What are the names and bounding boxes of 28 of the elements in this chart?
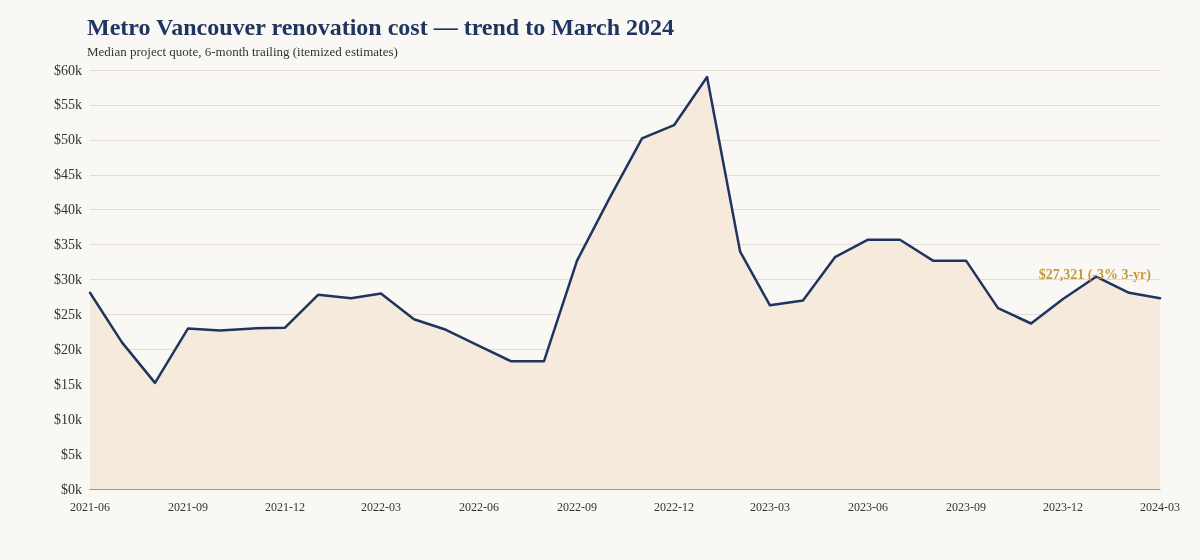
- x-tick-label: 2021-09: [168, 500, 209, 514]
- y-tick-label: $60k: [54, 62, 82, 78]
- x-tick-label: 2022-12: [654, 500, 695, 514]
- x-tick-label: 2022-06: [458, 500, 499, 514]
- y-tick-label: $10k: [54, 411, 82, 427]
- y-tick-label: $45k: [54, 167, 82, 183]
- y-tick-label: $0k: [61, 481, 82, 497]
- y-tick-label: $40k: [54, 202, 82, 218]
- x-tick-label: 2023-06: [847, 500, 888, 514]
- y-tick-label: $30k: [54, 272, 82, 287]
- y-tick-label: $15k: [54, 376, 82, 392]
- x-tick-label: 2021-06: [70, 500, 110, 514]
- x-tick-label: 2022-09: [557, 500, 598, 514]
- x-tick-label: 2023-12: [1043, 500, 1084, 514]
- chart-title: Metro Vancouver renovation cost — trend to March 2024: [87, 14, 675, 40]
- x-tick-label: 2023-03: [749, 500, 790, 514]
- y-tick-label: $5k: [61, 446, 82, 462]
- y-tick-label: $55k: [54, 97, 82, 113]
- y-tick-label: $50k: [54, 132, 82, 148]
- chart-subtitle: Median project quote, 6-month trailing (itemized estimates): [87, 44, 398, 59]
- x-tick-label: 2023-09: [946, 500, 987, 514]
- x-tick-label: 2022-03: [360, 500, 401, 514]
- x-tick-label: 2024-03: [1140, 500, 1180, 514]
- x-tick-label: 2021-12: [265, 500, 306, 514]
- y-tick-label: $25k: [54, 306, 82, 322]
- annotation: $27,321 (-3% 3-yr): [1038, 266, 1152, 283]
- y-tick-label: $20k: [54, 341, 82, 357]
- y-tick-label: $35k: [54, 237, 82, 253]
